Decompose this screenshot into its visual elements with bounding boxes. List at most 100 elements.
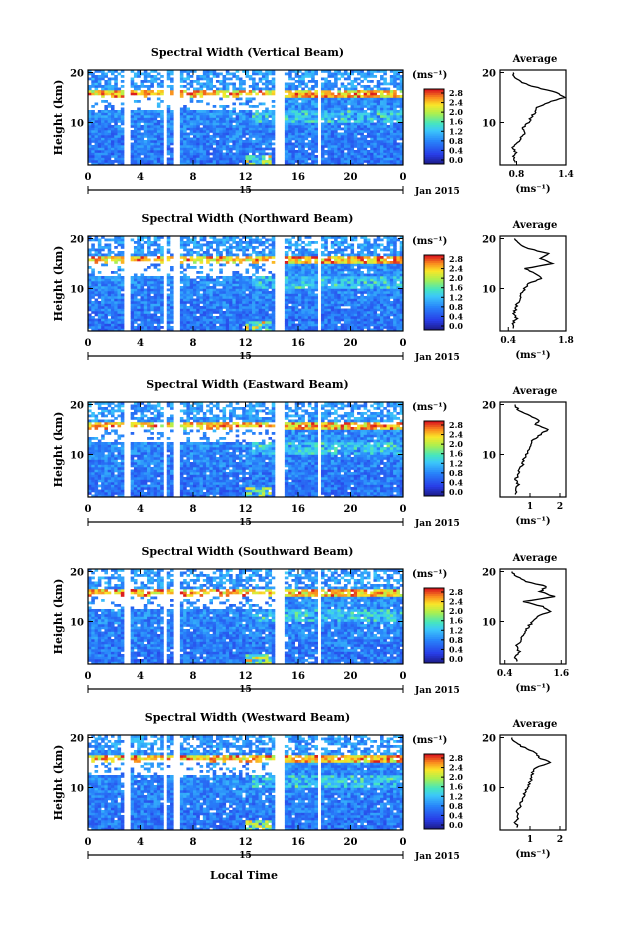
heatmap-cell [340, 266, 345, 269]
heatmap-cell [288, 115, 292, 118]
heatmap-cell [196, 328, 200, 332]
heatmap-cell [104, 238, 108, 242]
heatmap-cell [393, 80, 397, 83]
heatmap-cell [97, 75, 102, 78]
colorbar-step [424, 145, 444, 148]
heatmap-cell [301, 318, 305, 322]
heatmap-cell [186, 162, 191, 166]
heatmap-cell [183, 288, 187, 292]
heatmap-cell [311, 241, 315, 244]
heatmap-cell [314, 117, 318, 121]
heatmap-cell [166, 142, 171, 146]
heatmap-cell [199, 147, 204, 151]
heatmap-cell [97, 137, 102, 141]
heatmap-cell [284, 281, 289, 284]
heatmap-cell [209, 115, 213, 118]
heatmap-cell [137, 241, 141, 244]
heatmap-cell [229, 321, 233, 324]
heatmap-cell [271, 150, 276, 153]
heatmap-cell [284, 160, 289, 163]
heatmap-cell [324, 303, 328, 307]
heatmap-cell [376, 107, 381, 111]
heatmap-cell [304, 298, 309, 302]
heatmap-cell [360, 162, 364, 166]
heatmap-cell [222, 122, 227, 126]
heatmap-cell [380, 125, 384, 128]
heatmap-cell [97, 251, 102, 254]
heatmap-cell [284, 120, 289, 123]
heatmap-cell [120, 278, 125, 282]
heatmap-cell [235, 303, 240, 307]
heatmap-cell [225, 308, 230, 312]
heatmap-cell [242, 296, 246, 299]
heatmap-cell [314, 253, 318, 257]
heatmap-cell [265, 238, 269, 242]
heatmap-cell [186, 306, 191, 309]
heatmap-cell [94, 318, 99, 322]
heatmap-cell [232, 160, 236, 163]
heatmap-cell [209, 110, 213, 113]
heatmap-cell [179, 132, 184, 136]
heatmap-cell [288, 125, 292, 128]
heatmap-cell [238, 117, 243, 121]
heatmap-cell [261, 241, 266, 244]
heatmap-cell [334, 102, 338, 106]
heatmap-cell [120, 313, 125, 317]
heatmap-cell [304, 303, 309, 307]
heatmap-cell [238, 97, 243, 101]
heatmap-cell [104, 263, 108, 267]
heatmap-cell [117, 253, 122, 257]
heatmap-cell [104, 298, 108, 302]
heatmap-cell [114, 90, 118, 93]
heatmap-cell [137, 326, 141, 329]
heatmap-cell [137, 313, 141, 317]
heatmap-cell [101, 147, 105, 151]
heatmap-cell [307, 286, 312, 289]
heatmap-cell [334, 293, 338, 297]
heatmap-cell [94, 155, 99, 158]
date-label: Jan 2015 [414, 187, 460, 197]
heatmap-cell [156, 246, 161, 249]
heatmap-cell [156, 157, 161, 161]
heatmap-cell [396, 137, 401, 141]
heatmap-cell [232, 316, 236, 319]
heatmap-cell [294, 90, 299, 93]
heatmap-cell [229, 130, 233, 133]
heatmap-cell [314, 142, 318, 146]
heatmap-cell [386, 145, 391, 148]
heatmap-cell [343, 288, 348, 292]
heatmap-cell [137, 127, 141, 131]
heatmap-cell [324, 97, 328, 101]
heatmap-cell [396, 122, 401, 126]
heatmap-cell [114, 276, 118, 279]
heatmap-cell [301, 323, 305, 327]
heatmap-cell [242, 70, 246, 73]
heatmap-cell [153, 155, 158, 158]
heatmap-cell [107, 313, 112, 317]
heatmap-cell [206, 251, 210, 254]
heatmap-cell [268, 306, 273, 309]
heatmap-cell [97, 77, 102, 81]
heatmap-cell [209, 313, 213, 317]
heatmap-cell [120, 243, 125, 247]
heatmap-cell [327, 281, 332, 284]
heatmap-cell [202, 92, 207, 96]
heatmap-cell [301, 135, 305, 138]
heatmap-cell [298, 238, 302, 242]
heatmap-cell [137, 112, 141, 116]
heatmap-cell [370, 142, 374, 146]
heatmap-cell [196, 301, 200, 304]
heatmap-cell [166, 145, 171, 148]
heatmap-cell [258, 130, 263, 133]
heatmap-cell [117, 120, 122, 123]
heatmap-cell [304, 112, 309, 116]
heatmap-cell [206, 321, 210, 324]
heatmap-cell [199, 112, 204, 116]
heatmap-cell [284, 298, 289, 302]
heatmap-cell [245, 281, 250, 284]
heatmap-cell [166, 301, 171, 304]
heatmap-cell [360, 70, 364, 73]
heatmap-cell [91, 150, 95, 153]
heatmap-cell [153, 281, 158, 284]
heatmap-cell [238, 316, 243, 319]
